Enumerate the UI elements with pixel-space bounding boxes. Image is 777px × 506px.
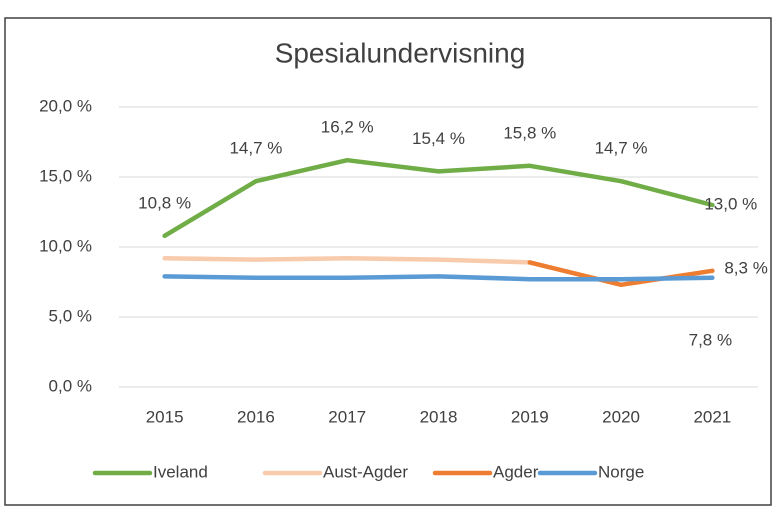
- legend-label: Aust-Agder: [323, 462, 408, 481]
- x-tick-label: 2021: [693, 407, 731, 426]
- x-tick-label: 2017: [328, 407, 366, 426]
- legend-label: Agder: [493, 462, 539, 481]
- y-tick-label: 20,0 %: [39, 96, 92, 115]
- series-line: [162, 255, 533, 265]
- data-label: 8,3 %: [724, 258, 767, 277]
- legend-label: Iveland: [153, 462, 208, 481]
- series-line: [162, 274, 715, 282]
- data-label: 15,4 %: [412, 129, 465, 148]
- y-tick-label: 5,0 %: [49, 306, 92, 325]
- x-tick-label: 2019: [511, 407, 549, 426]
- x-tick-label: 2016: [237, 407, 275, 426]
- series-line: [162, 157, 715, 239]
- x-tick-label: 2018: [420, 407, 458, 426]
- data-label: 14,7 %: [595, 139, 648, 158]
- data-label: 7,8 %: [689, 330, 732, 349]
- x-tick-label: 2020: [602, 407, 640, 426]
- chart-title: Spesialundervisning: [275, 37, 526, 68]
- y-tick-label: 15,0 %: [39, 166, 92, 185]
- y-tick-label: 0,0 %: [49, 376, 92, 395]
- data-label: 10,8 %: [138, 193, 191, 212]
- series-line: [527, 260, 715, 288]
- x-tick-label: 2015: [146, 407, 184, 426]
- data-label: 13,0 %: [704, 194, 757, 213]
- data-label: 15,8 %: [503, 123, 556, 142]
- data-label: 14,7 %: [229, 139, 282, 158]
- data-label: 16,2 %: [321, 118, 374, 137]
- chart-border: [4, 17, 772, 506]
- y-tick-label: 10,0 %: [39, 236, 92, 255]
- legend-label: Norge: [598, 462, 644, 481]
